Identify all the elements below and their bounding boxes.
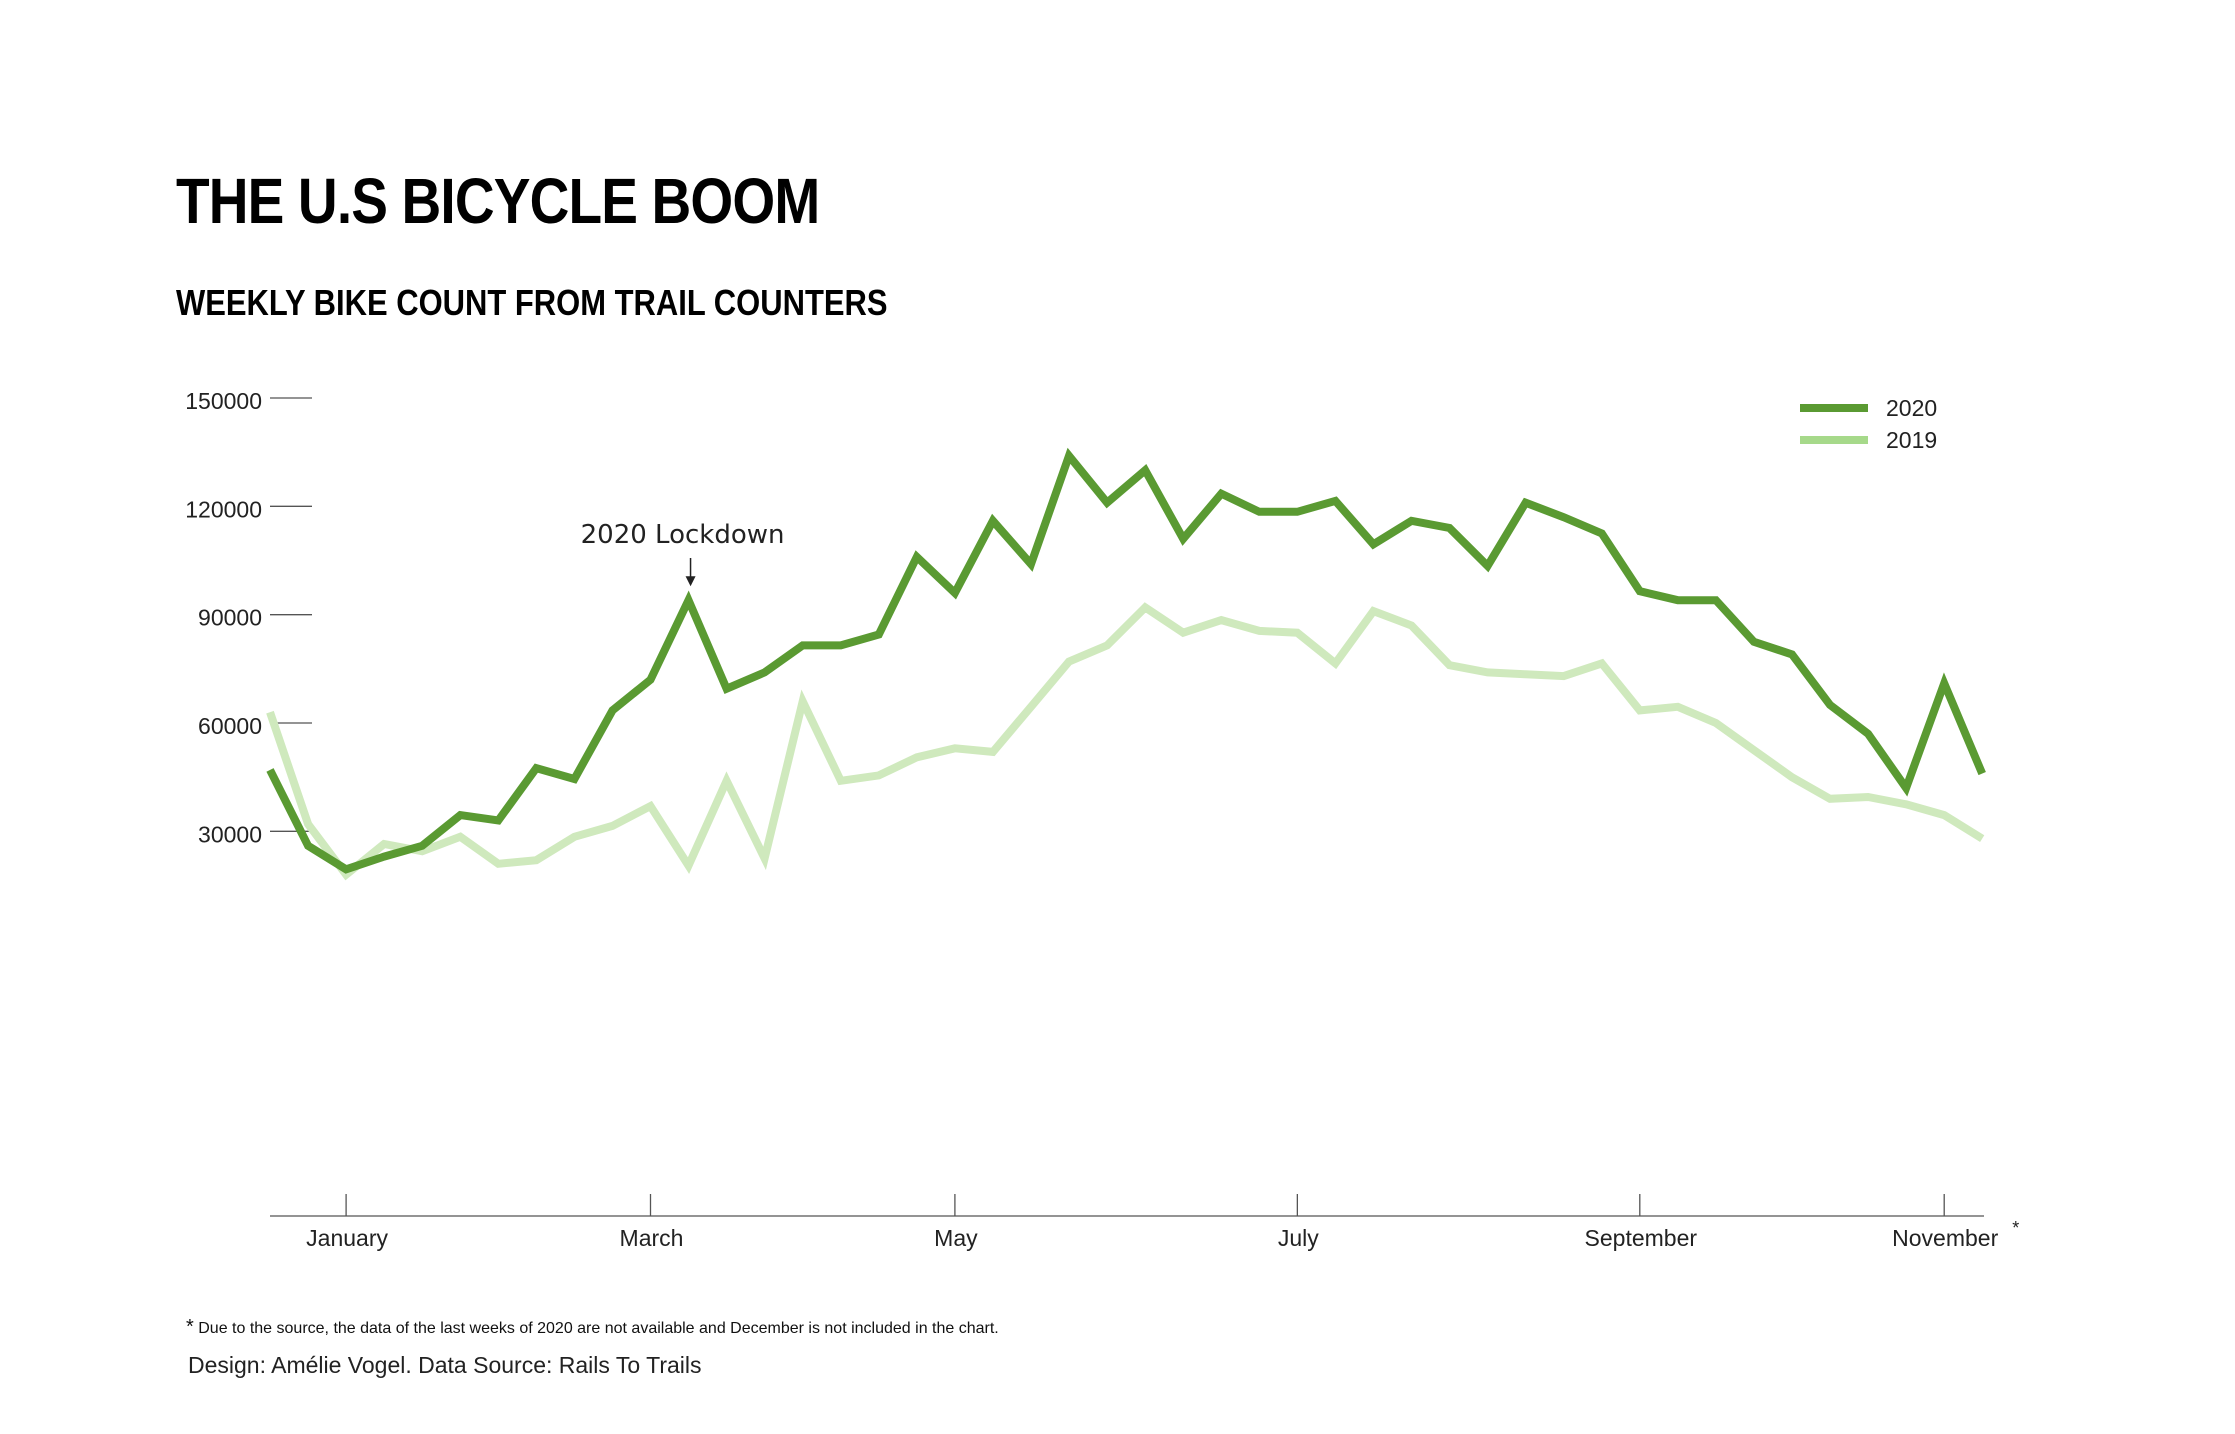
x-axis: January March May July September November *: [270, 1194, 2019, 1251]
series-line-2019: [266, 602, 1985, 881]
x-tick-label-november: November: [1892, 1225, 1998, 1251]
footnote: * Due to the source, the data of the las…: [186, 1316, 999, 1339]
x-tick-footnote-mark: *: [2012, 1218, 2019, 1238]
chart-legend: 2020 2019: [1800, 395, 1937, 453]
y-axis: 30000 60000 90000 120000 150000: [185, 388, 312, 847]
annotation-arrowhead: [685, 576, 696, 587]
series-line-2020: [266, 447, 1986, 874]
x-tick-label-march: March: [620, 1225, 684, 1251]
legend-label-2019: 2019: [1886, 427, 1937, 453]
page-title: THE U.S BICYCLE BOOM: [176, 165, 820, 237]
annotation-label: 2020 Lockdown: [581, 520, 785, 550]
footnote-text: Due to the source, the data of the last …: [198, 1320, 999, 1337]
series-layer: [266, 447, 1986, 881]
credit-line: Design: Amélie Vogel. Data Source: Rails…: [188, 1352, 702, 1378]
y-tick-label-30000: 30000: [198, 821, 262, 847]
x-tick-label-july: July: [1278, 1225, 1319, 1251]
y-tick-label-120000: 120000: [185, 496, 262, 522]
y-tick-label-150000: 150000: [185, 388, 262, 414]
footnote-mark: *: [186, 1316, 194, 1338]
legend-label-2020: 2020: [1886, 395, 1937, 421]
x-tick-label-may: May: [934, 1225, 978, 1251]
x-tick-label-september: September: [1585, 1225, 1698, 1251]
x-tick-label-january: January: [306, 1225, 388, 1251]
y-tick-label-90000: 90000: [198, 605, 262, 631]
y-tick-label-60000: 60000: [198, 713, 262, 739]
annotation-layer: 2020 Lockdown: [581, 520, 785, 587]
page-subtitle: WEEKLY BIKE COUNT FROM TRAIL COUNTERS: [176, 282, 888, 323]
